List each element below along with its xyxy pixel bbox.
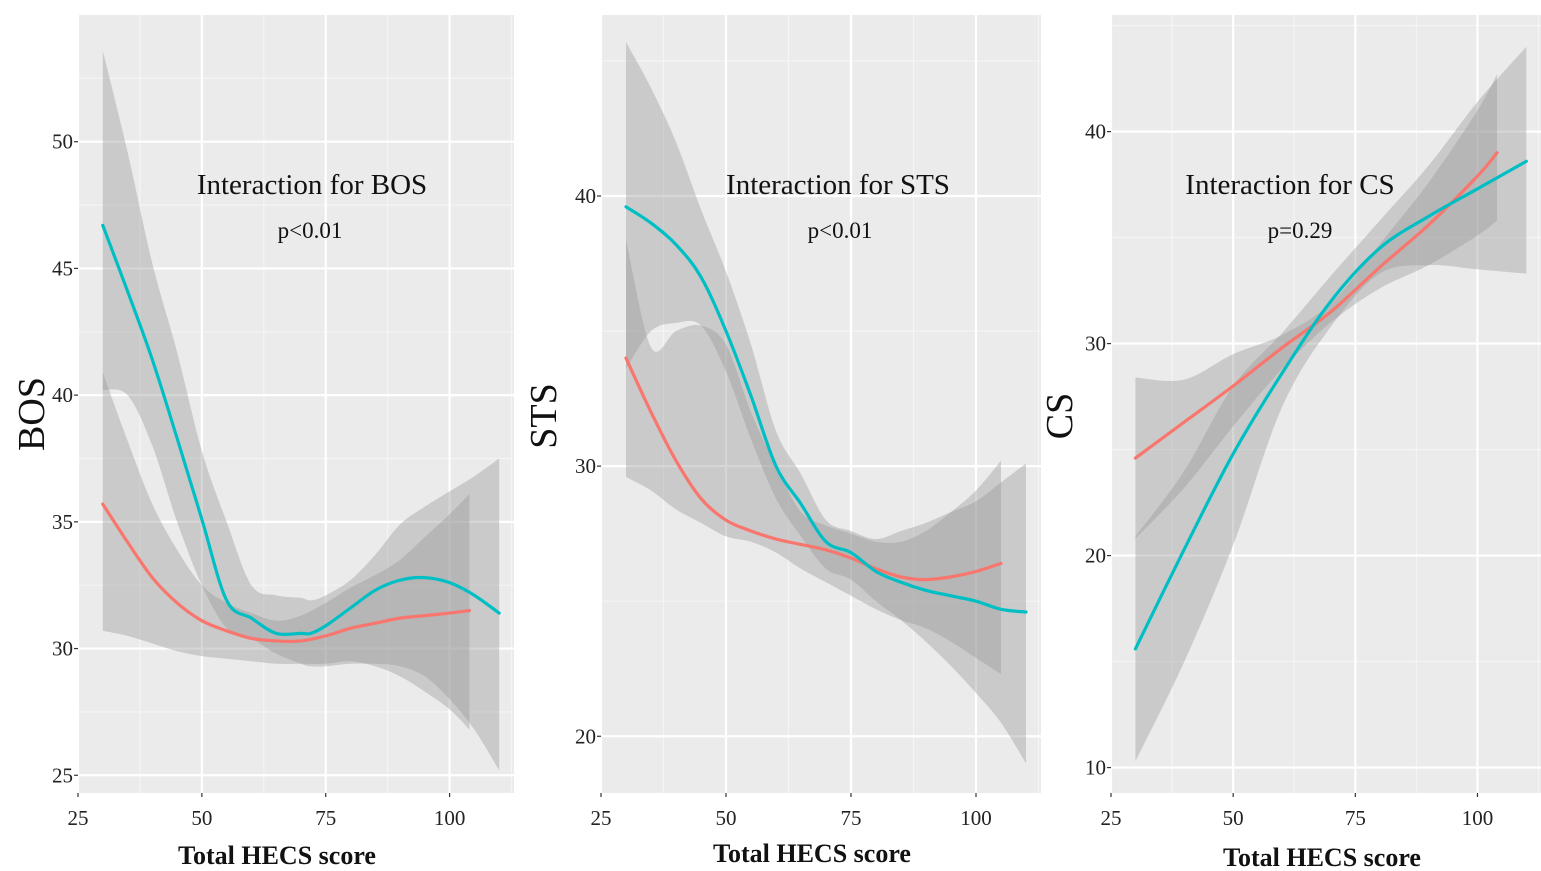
y-tick-label: 35 — [52, 510, 73, 534]
x-tick-label: 25 — [591, 806, 612, 830]
confidence-band-series-0 — [626, 239, 1001, 675]
x-axis-ticks: 25 50 75 100 — [591, 793, 992, 830]
x-axis-label: Total HECS score — [713, 839, 911, 868]
panel-bos: 25 50 75 100 25 30 35 40 45 50 Interaction for B… — [11, 15, 514, 870]
x-tick-label: 75 — [841, 806, 862, 830]
confidence-band-series-1 — [626, 42, 1026, 764]
series-lines — [624, 205, 1028, 614]
y-tick-label: 50 — [52, 130, 73, 154]
y-tick-label: 30 — [1085, 332, 1106, 356]
chart-subtitle: p<0.01 — [808, 218, 873, 243]
chart-title: Interaction for BOS — [197, 169, 427, 201]
x-axis-label: Total HECS score — [178, 841, 376, 870]
confidence-bands — [626, 42, 1026, 764]
x-tick-label: 25 — [1101, 806, 1122, 830]
y-axis-label: STS — [523, 383, 565, 448]
x-tick-label: 25 — [68, 806, 89, 830]
y-axis-label: BOS — [11, 377, 53, 451]
y-axis-ticks: 25 30 35 40 45 50 — [52, 130, 78, 787]
y-tick-label: 30 — [575, 454, 596, 478]
chart-subtitle: p<0.01 — [278, 218, 343, 243]
confidence-band-series-0 — [102, 372, 470, 730]
y-tick-label: 20 — [575, 724, 596, 748]
chart-subtitle: p=0.29 — [1268, 218, 1333, 243]
series-line-0 — [1133, 151, 1499, 460]
panel-background — [601, 15, 1041, 793]
y-tick-label: 45 — [52, 256, 73, 280]
panel-cs: 25 50 75 100 10 20 30 40 Interaction for CS p=… — [1039, 15, 1541, 871]
x-tick-label: 100 — [960, 806, 992, 830]
x-axis-ticks: 25 50 75 100 — [1101, 793, 1494, 830]
x-tick-label: 50 — [191, 806, 212, 830]
series-line-1 — [101, 223, 501, 637]
y-axis-ticks: 20 30 40 — [575, 184, 601, 748]
confidence-bands — [102, 50, 500, 771]
x-tick-label: 75 — [1345, 806, 1366, 830]
y-tick-label: 10 — [1085, 756, 1106, 780]
panel-background — [78, 15, 514, 793]
x-tick-label: 100 — [434, 806, 466, 830]
panel-background — [1111, 15, 1541, 793]
y-tick-label: 30 — [52, 637, 73, 661]
y-tick-label: 25 — [52, 763, 73, 787]
series-lines — [101, 223, 501, 644]
confidence-band-series-0 — [1135, 74, 1498, 539]
gridlines — [599, 15, 1041, 793]
y-axis-label: CS — [1039, 393, 1081, 439]
y-tick-label: 40 — [575, 184, 596, 208]
series-line-1 — [1133, 159, 1528, 651]
chart-title: Interaction for STS — [726, 169, 950, 201]
series-line-0 — [101, 502, 472, 644]
x-tick-label: 75 — [315, 806, 336, 830]
panel-sts: 25 50 75 100 20 30 40 Interaction for STS p<0… — [523, 15, 1041, 868]
y-tick-label: 20 — [1085, 544, 1106, 568]
x-axis-ticks: 25 50 75 100 — [68, 793, 466, 830]
gridlines — [76, 15, 514, 793]
x-axis-label: Total HECS score — [1223, 843, 1421, 871]
x-tick-label: 100 — [1462, 806, 1494, 830]
series-lines — [1133, 151, 1528, 651]
series-line-0 — [624, 356, 1003, 582]
chart-title: Interaction for CS — [1185, 169, 1394, 201]
x-tick-label: 50 — [1223, 806, 1244, 830]
y-axis-ticks: 10 20 30 40 — [1085, 120, 1111, 780]
x-tick-label: 50 — [716, 806, 737, 830]
series-line-1 — [624, 205, 1028, 614]
y-tick-label: 40 — [52, 383, 73, 407]
y-tick-label: 40 — [1085, 120, 1106, 144]
confidence-band-series-1 — [102, 50, 500, 771]
